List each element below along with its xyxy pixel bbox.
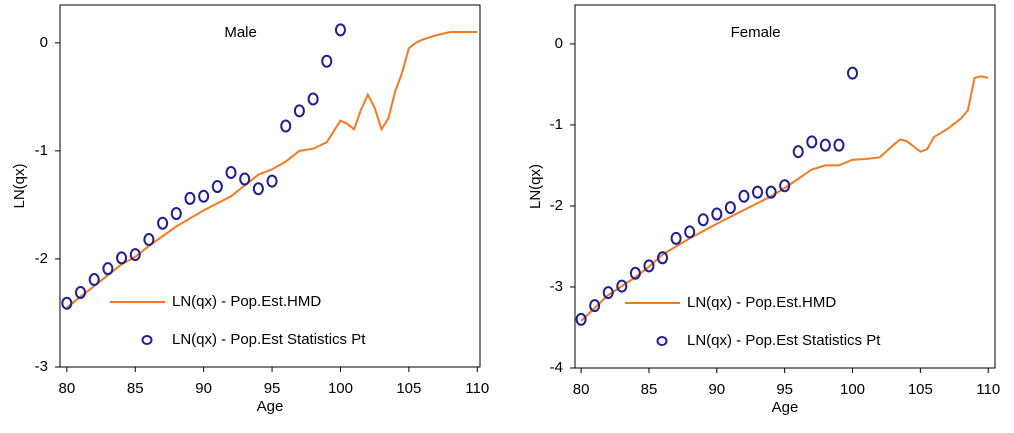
data-point [643, 259, 655, 273]
data-point [266, 174, 278, 188]
data-point [724, 201, 736, 215]
series-line [580, 75, 989, 322]
data-point [157, 216, 169, 230]
x-tick-label: 90 [708, 381, 725, 398]
data-point [711, 207, 723, 221]
data-point [129, 248, 141, 262]
data-point [779, 179, 791, 193]
x-tick-label: 90 [195, 380, 212, 397]
data-point [629, 266, 641, 280]
data-point [670, 231, 682, 245]
data-point [765, 185, 777, 199]
y-tick-label: -2 [35, 250, 48, 267]
legend-marker [656, 336, 668, 346]
x-tick-label: 85 [127, 380, 144, 397]
data-point [575, 312, 587, 326]
data-point [61, 296, 73, 310]
x-tick-label: 100 [840, 381, 865, 398]
legend-label: LN(qx) - Pop.Est Statistics Pt [687, 332, 881, 349]
x-tick-label: 110 [976, 381, 1000, 398]
x-tick-label: 95 [776, 381, 793, 398]
data-point [616, 279, 628, 293]
y-tick-label: -2 [550, 197, 563, 214]
legend-label: LN(qx) - Pop.Est.HMD [687, 294, 836, 311]
y-tick-label: 0 [40, 34, 48, 51]
y-tick-label: -1 [550, 116, 563, 133]
data-point [697, 213, 709, 227]
y-tick-label: -1 [35, 142, 48, 159]
data-point [280, 119, 292, 133]
data-point [184, 191, 196, 205]
data-point [752, 185, 764, 199]
x-tick-label: 80 [58, 380, 75, 397]
y-tick-label: -4 [550, 359, 563, 376]
legend-label: LN(qx) - Pop.Est.HMD [172, 293, 321, 310]
x-tick-label: 95 [264, 380, 281, 397]
chart-title: Male [224, 24, 257, 41]
data-point [792, 145, 804, 159]
chart-title: Female [731, 24, 781, 41]
y-tick-label: -3 [35, 358, 48, 375]
series-line [66, 31, 478, 309]
data-point [170, 207, 182, 221]
plot-frame [574, 4, 996, 369]
x-tick-label: 105 [908, 381, 933, 398]
x-tick-label: 110 [465, 380, 489, 397]
x-axis-label: Age [772, 399, 799, 416]
y-axis-label: LN(qx) [527, 164, 544, 209]
x-tick-label: 105 [396, 380, 421, 397]
data-point [684, 225, 696, 239]
y-axis-label: LN(qx) [11, 163, 28, 208]
data-point [819, 138, 831, 152]
data-point [293, 104, 305, 118]
data-point [589, 299, 601, 313]
data-point [307, 92, 319, 106]
legend-marker [141, 335, 153, 345]
legend-label: LN(qx) - Pop.Est Statistics Pt [172, 331, 366, 348]
data-point [198, 189, 210, 203]
x-tick-label: 85 [641, 381, 658, 398]
data-point [239, 172, 251, 186]
data-point [738, 189, 750, 203]
data-point [806, 135, 818, 149]
data-point [321, 54, 333, 68]
data-point [225, 165, 237, 179]
x-tick-label: 80 [573, 381, 590, 398]
data-point [211, 180, 223, 194]
data-point [143, 232, 155, 246]
x-axis-label: Age [257, 398, 284, 415]
data-point [657, 251, 669, 265]
x-tick-label: 100 [328, 380, 353, 397]
y-tick-label: 0 [555, 35, 563, 52]
data-point [602, 286, 614, 300]
data-point [252, 182, 264, 196]
data-point [75, 285, 87, 299]
y-tick-label: -3 [550, 278, 563, 295]
data-point [88, 272, 100, 286]
data-point [102, 262, 114, 276]
data-point [116, 251, 128, 265]
plot-frame [59, 4, 481, 368]
data-point [833, 138, 845, 152]
data-point [334, 23, 346, 37]
data-point [847, 66, 859, 80]
